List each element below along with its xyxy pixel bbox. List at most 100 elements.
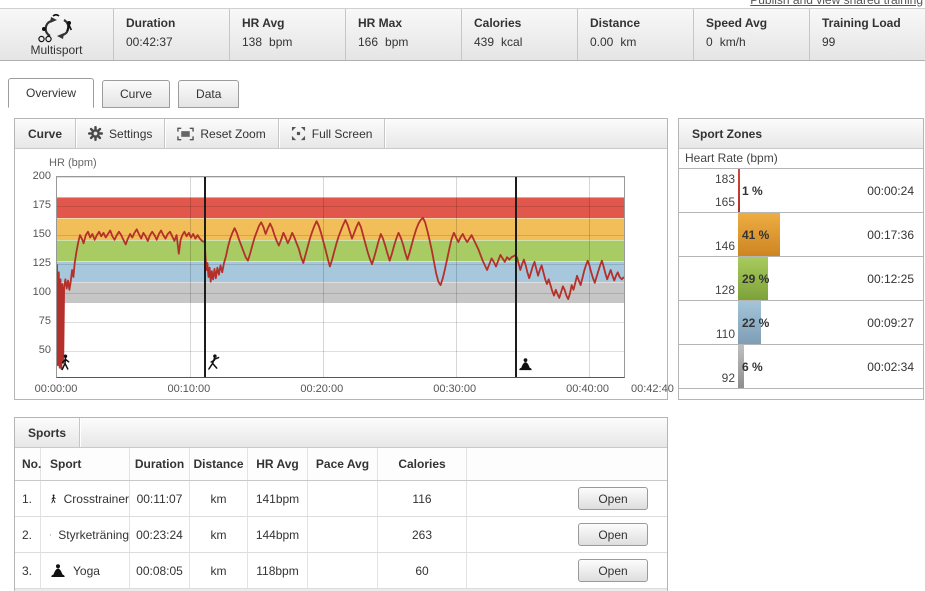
zone-bar — [738, 301, 761, 344]
y-gridline — [57, 264, 624, 266]
row-calories: 263 — [378, 517, 467, 552]
row-calories: 116 — [378, 481, 467, 516]
y-gridline — [57, 206, 624, 208]
toolbar-separator — [75, 119, 77, 148]
x-gridline — [189, 177, 191, 377]
y-tick-label: 125 — [32, 257, 51, 270]
stat-hr-avg: HR Avg 138 bpm — [230, 9, 346, 60]
y-gridline — [57, 351, 624, 353]
row-pace-avg — [308, 481, 378, 516]
sports-header: Sports — [15, 418, 667, 448]
x-tick-label: 00:30:00 — [433, 383, 477, 395]
multisport-icon — [37, 13, 72, 42]
y-tick-label: 150 — [32, 228, 51, 241]
row-distance: km — [190, 481, 248, 516]
hr-axis-title: HR (bpm) — [49, 157, 97, 169]
row-pace-avg — [308, 517, 378, 552]
hr-zone-band — [57, 281, 624, 303]
sport-zones-title: Sport Zones — [692, 126, 763, 141]
curve-panel: Curve Settings — [14, 118, 674, 400]
row-hr-avg: 141bpm — [248, 481, 308, 516]
row-distance: km — [190, 517, 248, 552]
y-tick-label: 75 — [38, 315, 51, 328]
zone-upper-bound: 183 — [714, 172, 735, 186]
summary-bar: Multisport Duration 00:42:37 HR Avg 138 b… — [0, 8, 925, 61]
tab-overview[interactable]: Overview — [8, 78, 95, 108]
stat-label: Duration — [126, 16, 176, 30]
toolbar-separator — [384, 119, 386, 148]
stat-label: HR Avg — [242, 16, 285, 30]
zone-row-1: 183 1 % 00:00:24 165 — [679, 169, 923, 213]
y-gridline — [57, 293, 624, 295]
stat-unit: km — [620, 35, 637, 49]
zone-bar — [738, 213, 781, 256]
full-screen-button[interactable]: Full Screen — [279, 119, 385, 148]
zone-row-2: 41 % 00:17:36 146 — [679, 213, 923, 257]
hr-zone-band — [57, 260, 624, 282]
open-button[interactable]: Open — [578, 523, 648, 546]
row-calories: 60 — [378, 553, 467, 588]
x-tick-label: 00:40:00 — [566, 383, 609, 395]
stat-value: 0 — [706, 35, 713, 49]
zone-percent: 22 % — [742, 315, 770, 330]
activity-name: Multisport — [30, 42, 83, 57]
tab-data[interactable]: Data — [178, 80, 240, 108]
tab-curve[interactable]: Curve — [102, 80, 171, 108]
zone-bar — [738, 257, 768, 300]
sport-name: Styrketräning — [58, 527, 129, 542]
stat-value: 166 — [358, 35, 379, 49]
stat-value: 0.00 — [590, 35, 614, 49]
open-button[interactable]: Open — [578, 559, 648, 582]
stat-calories: Calories 439 kcal — [462, 9, 578, 60]
stat-unit: km/h — [719, 35, 746, 49]
stat-value: 99 — [822, 35, 836, 49]
col-pace-avg: Pace Avg — [308, 448, 378, 480]
activity-cell: Multisport — [0, 9, 114, 60]
zone-time: 00:12:25 — [867, 271, 914, 286]
zone-bar — [738, 345, 745, 388]
stat-unit: bpm — [385, 35, 409, 49]
sport-name: Crosstrainer — [63, 491, 129, 506]
stat-value: 138 — [242, 35, 263, 49]
y-tick-label: 100 — [32, 286, 51, 299]
table-row: 3. Yoga 00:08:05 km 118bpm 60 Open — [15, 553, 667, 589]
zone-lower-bound: 165 — [714, 195, 735, 209]
curve-panel-title: Curve — [28, 126, 63, 141]
stat-value: 00:42:37 — [126, 35, 173, 49]
hr-plot-area[interactable] — [56, 176, 625, 378]
zone-row-4: 22 % 00:09:27 110 — [679, 301, 923, 345]
hr-zone-band — [57, 239, 624, 261]
row-number: 1. — [15, 481, 41, 516]
x-tick-label: 00:10:00 — [167, 383, 211, 395]
y-tick-label: 50 — [38, 344, 51, 357]
chart-marker-yoga-icon — [518, 358, 533, 376]
stat-unit: bpm — [269, 35, 293, 49]
full-screen-icon — [291, 126, 305, 141]
stat-hr-max: HR Max 166 bpm — [346, 9, 462, 60]
sport-zones-subtitle: Heart Rate (bpm) — [679, 149, 923, 169]
sports-panel: Sports No. Sport Duration Distance HR Av… — [14, 417, 668, 591]
publish-shared-training-link[interactable]: Publish and view shared training — [750, 0, 923, 7]
tab-bar: Overview Curve Data — [8, 78, 247, 108]
col-actions — [467, 448, 667, 480]
chart-marker-strength-icon — [207, 354, 220, 376]
zone-row-5: 6 % 00:02:34 92 — [679, 345, 923, 389]
full-screen-label: Full Screen — [311, 126, 373, 141]
x-gridline — [588, 177, 590, 377]
col-calories: Calories — [378, 448, 467, 480]
zone-time: 00:00:24 — [867, 183, 914, 198]
chart-marker-crosstrainer-icon — [59, 354, 71, 376]
zone-bar — [738, 169, 740, 212]
row-duration: 00:23:24 — [130, 517, 190, 552]
stat-label: Speed Avg — [706, 16, 768, 30]
stat-value: 439 — [474, 35, 495, 49]
open-button[interactable]: Open — [578, 487, 648, 510]
stat-label: HR Max — [358, 16, 403, 30]
settings-label: Settings — [109, 126, 153, 141]
col-duration: Duration — [130, 448, 190, 480]
y-tick-label: 200 — [32, 170, 51, 182]
zone-percent: 1 % — [742, 183, 763, 198]
zone-lower-bound: 110 — [715, 327, 735, 341]
reset-zoom-button[interactable]: Reset Zoom — [165, 119, 277, 148]
settings-button[interactable]: Settings — [76, 119, 164, 148]
